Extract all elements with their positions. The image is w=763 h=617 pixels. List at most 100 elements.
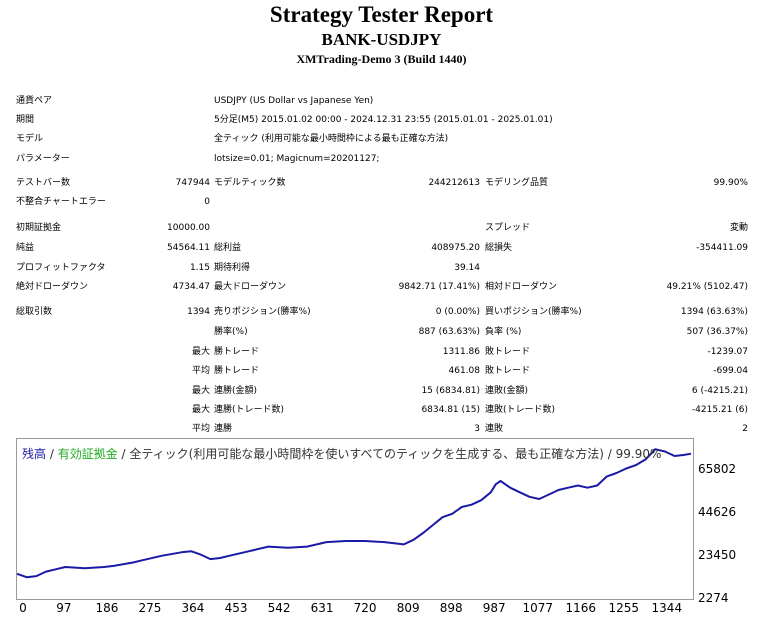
period-label: 期間 (16, 115, 35, 125)
cons-win-amt-value: 15 (6834.81) (421, 386, 480, 396)
spread-label: スプレッド (485, 223, 531, 233)
short-value: 0 (0.00%) (435, 307, 480, 317)
x-tick-label: 186 (95, 601, 119, 615)
max-dd-value: 9842.71 (17.41%) (398, 282, 480, 292)
y-tick-label: 44626 (698, 505, 737, 519)
rel-dd-value: 49.21% (5102.47) (666, 282, 748, 292)
x-tick-label: 1077 (522, 601, 553, 615)
deposit-label: 初期証拠金 (16, 223, 62, 233)
ticks-value: 244212613 (428, 178, 480, 188)
x-tick-label: 1255 (608, 601, 640, 615)
loss-rate-label: 負率 (%) (485, 327, 522, 337)
balance-chart-frame (16, 438, 694, 600)
max-loss-label: 敗トレード (485, 347, 531, 357)
x-tick-label: 898 (439, 601, 463, 615)
net-label: 純益 (16, 243, 35, 253)
cons-win-amt-label: 連勝(金額) (214, 386, 258, 396)
max-win-label: 勝トレード (214, 347, 260, 357)
avg-cons-win-label: 連勝 (214, 424, 233, 434)
legend-equity: 有効証拠金 (57, 447, 118, 461)
win-rate-value: 887 (63.63%) (418, 327, 480, 337)
x-tick-label: 720 (353, 601, 377, 615)
long-label: 買いポジション(勝率%) (485, 307, 582, 317)
gross-loss-value: -354411.09 (696, 243, 748, 253)
pf-label: プロフィットファクタ (16, 263, 106, 273)
cons-loss-amt-label: 連敗(金額) (485, 386, 529, 396)
abs-dd-value: 4734.47 (172, 282, 210, 292)
cons-win-tr-label: 連勝(トレード数) (214, 405, 285, 415)
cons-loss-amt-value: 6 (-4215.21) (691, 386, 748, 396)
max-word-3: 最大 (191, 405, 210, 415)
gross-loss-label: 総損失 (485, 243, 513, 253)
expected-label: 期待利得 (214, 263, 251, 273)
max-loss-value: -1239.07 (707, 347, 748, 357)
long-value: 1394 (63.63%) (680, 307, 748, 317)
legend-sep-2: / (117, 447, 130, 461)
balance-chart (16, 448, 692, 579)
params-label: パラメーター (16, 154, 70, 164)
y-tick-label: 2274 (698, 591, 729, 605)
avg-word: 平均 (191, 366, 210, 376)
avg-win-value: 461.08 (448, 366, 481, 376)
x-tick-label: 1344 (651, 601, 683, 615)
pair-value: USDJPY (US Dollar vs Japanese Yen) (214, 96, 374, 106)
mismatch-value: 0 (204, 197, 210, 207)
max-word: 最大 (191, 347, 210, 357)
spread-value: 変動 (729, 223, 748, 233)
model-value: 全ティック (利用可能な最小時間枠による最も正確な方法) (214, 134, 449, 144)
symbol-title: BANK-USDJPY (321, 30, 442, 49)
y-tick-label: 65802 (698, 462, 737, 476)
chart-legend: 残高 / 有効証拠金 / 全ティック(利用可能な最小時間枠を使いすべてのティック… (22, 445, 661, 462)
x-tick-label: 275 (138, 601, 162, 615)
cons-loss-tr-value: -4215.21 (6) (691, 405, 748, 415)
expected-value: 39.14 (454, 263, 480, 273)
abs-dd-label: 絶対ドローダウン (16, 282, 89, 292)
rel-dd-label: 相対ドローダウン (485, 282, 558, 292)
short-label: 売りポジション(勝率%) (214, 307, 311, 317)
avg-word-2: 平均 (191, 424, 210, 434)
quality-value: 99.90% (713, 178, 748, 188)
report-title: Strategy Tester Report (269, 2, 494, 27)
quality-label: モデリング品質 (485, 178, 549, 188)
x-tick-label: 97 (56, 601, 72, 615)
x-tick-label: 987 (482, 601, 506, 615)
x-tick-label: 364 (181, 601, 205, 615)
cons-win-tr-value: 6834.81 (15) (421, 405, 480, 415)
gross-profit-label: 総利益 (214, 243, 242, 253)
avg-win-label: 勝トレード (214, 366, 260, 376)
max-word-2: 最大 (191, 386, 210, 396)
max-dd-label: 最大ドローダウン (214, 282, 287, 292)
avg-loss-label: 敗トレード (485, 366, 531, 376)
x-tick-label: 631 (310, 601, 334, 615)
bars-value: 747944 (175, 178, 210, 188)
win-rate-label: 勝率(%) (214, 327, 248, 337)
avg-loss-value: -699.04 (713, 366, 748, 376)
period-value: 5分足(M5) 2015.01.02 00:00 - 2024.12.31 23… (214, 115, 553, 125)
net-value: 54564.11 (167, 243, 210, 253)
x-tick-label: 542 (267, 601, 291, 615)
cons-loss-tr-label: 連敗(トレード数) (485, 405, 556, 415)
params-value: lotsize=0.01; Magicnum=20201127; (214, 154, 380, 164)
gross-profit-value: 408975.20 (431, 243, 480, 253)
mismatch-label: 不整合チャートエラー (16, 197, 106, 207)
loss-rate-value: 507 (36.37%) (686, 327, 748, 337)
x-tick-label: 0 (19, 601, 27, 615)
avg-cons-win-value: 3 (474, 424, 480, 434)
total-trades-label: 総取引数 (16, 307, 53, 317)
max-win-value: 1311.86 (442, 347, 480, 357)
bars-label: テストバー数 (16, 178, 71, 188)
ticks-label: モデルティック数 (214, 178, 286, 188)
model-label: モデル (16, 134, 44, 144)
legend-model: 全ティック(利用可能な最小時間枠を使いすべてのティックを生成する、最も正確な方法… (129, 447, 662, 461)
x-tick-label: 453 (224, 601, 248, 615)
balance-series-line (16, 448, 692, 579)
x-tick-label: 809 (396, 601, 420, 615)
server-title: XMTrading-Demo 3 (Build 1440) (296, 52, 467, 66)
avg-cons-loss-label: 連敗 (485, 424, 504, 434)
pf-value: 1.15 (189, 263, 210, 273)
legend-balance: 残高 (22, 447, 47, 461)
pair-label: 通貨ペア (16, 96, 53, 106)
y-tick-label: 23450 (698, 548, 737, 562)
total-trades-value: 1394 (187, 307, 210, 317)
avg-cons-loss-value: 2 (742, 424, 748, 434)
